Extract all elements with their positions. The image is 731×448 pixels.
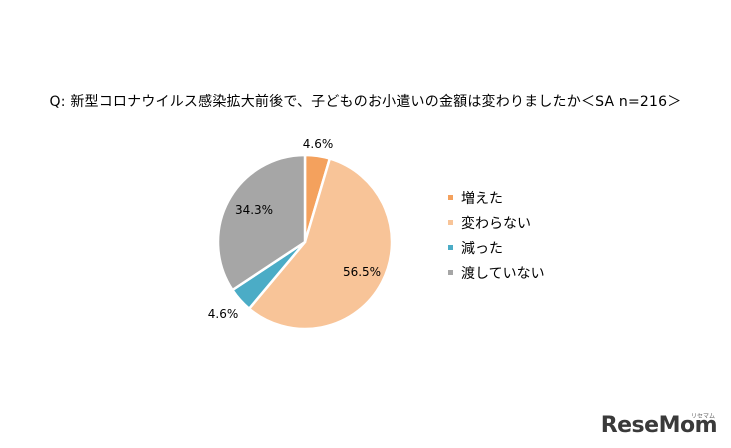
legend: 増えた 変わらない 減った 渡していない xyxy=(448,185,545,285)
legend-item-increased: 増えた xyxy=(448,185,545,210)
legend-swatch xyxy=(448,220,453,225)
legend-swatch xyxy=(448,245,453,250)
legend-label: 渡していない xyxy=(461,265,545,282)
slice-not-giving xyxy=(216,153,307,292)
label-decreased: 4.6% xyxy=(208,307,239,321)
resemom-logo: ReseMom リセマム xyxy=(600,413,718,438)
legend-swatch xyxy=(448,270,453,275)
chart-title: Q: 新型コロナウイルス感染拡大前後で、子どものお小遣いの金額は変わりましたか＜… xyxy=(49,94,682,110)
label-not-giving: 34.3% xyxy=(235,203,273,217)
label-unchanged: 56.5% xyxy=(343,265,381,279)
legend-label: 増えた xyxy=(461,190,503,207)
legend-item-not-giving: 渡していない xyxy=(448,260,545,285)
legend-item-unchanged: 変わらない xyxy=(448,210,545,235)
legend-item-decreased: 減った xyxy=(448,235,545,260)
legend-swatch xyxy=(448,195,453,200)
logo-subtext: リセマム xyxy=(690,413,715,420)
slice-unchanged xyxy=(247,157,394,331)
legend-label: 変わらない xyxy=(461,215,531,232)
label-increased: 4.6% xyxy=(303,137,334,151)
logo-text: ReseMom xyxy=(600,413,718,438)
legend-label: 減った xyxy=(461,240,503,257)
